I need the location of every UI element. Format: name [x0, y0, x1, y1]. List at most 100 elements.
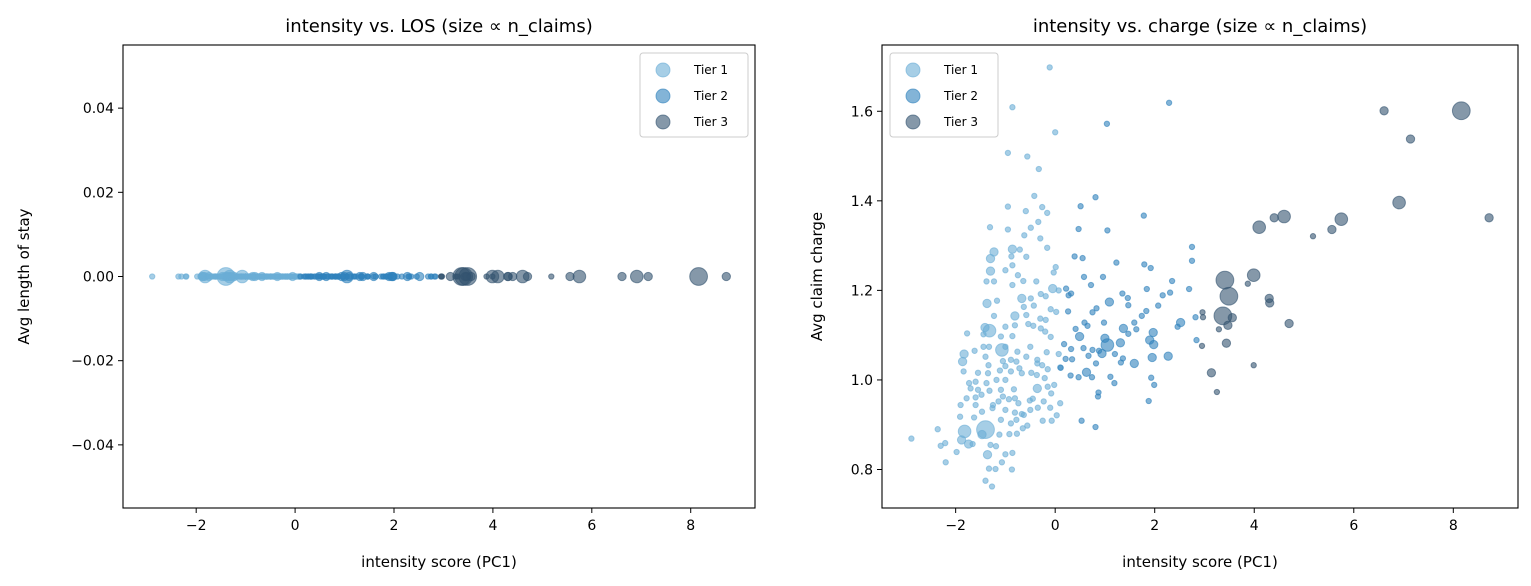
- data-point-tier-2: [1159, 292, 1166, 299]
- data-point-tier-3: [483, 273, 490, 280]
- data-point-tier-2: [1111, 350, 1119, 358]
- chart-title: intensity vs. charge (size ∝ n_claims): [1033, 16, 1367, 37]
- data-point-tier-2: [1062, 355, 1069, 363]
- data-point-tier-1: [1037, 325, 1044, 332]
- data-point-tier-1: [1014, 348, 1021, 355]
- data-point-tier-1: [1007, 420, 1015, 427]
- data-point-tier-1: [1009, 281, 1016, 289]
- data-point-tier-1: [1002, 376, 1009, 384]
- data-point-tier-1: [972, 401, 979, 409]
- data-point-tier-1: [1057, 400, 1064, 407]
- data-point-tier-2: [1141, 261, 1148, 268]
- data-point-tier-3: [1198, 342, 1206, 350]
- data-point-tier-3: [460, 271, 470, 282]
- data-point-tier-1: [1042, 328, 1049, 335]
- data-point-tier-3: [565, 271, 575, 282]
- data-point-tier-1: [1053, 308, 1060, 316]
- data-point-tier-1: [1044, 244, 1051, 251]
- y-tick-label: 0.00: [83, 270, 114, 286]
- x-tick-label: 2: [390, 518, 399, 534]
- data-point-tier-1: [1024, 153, 1031, 160]
- data-point-tier-1: [1018, 370, 1025, 377]
- data-point-tier-3: [1327, 224, 1337, 235]
- data-point-tier-1: [985, 465, 993, 472]
- data-point-tier-2: [297, 273, 304, 280]
- data-point-tier-1: [967, 385, 974, 392]
- data-point-tier-3: [1405, 134, 1416, 144]
- data-point-tier-2: [1138, 312, 1145, 320]
- data-point-tier-3: [572, 269, 587, 284]
- data-point-tier-1: [1021, 232, 1028, 239]
- y-tick-label: 1.4: [851, 194, 873, 210]
- data-point-tier-2: [1067, 372, 1074, 379]
- data-point-tier-1: [942, 439, 949, 447]
- data-point-tier-1: [937, 442, 944, 449]
- data-point-tier-1: [982, 298, 992, 309]
- data-point-tier-2: [357, 273, 364, 280]
- data-point-tier-2: [1151, 381, 1158, 389]
- data-point-tier-3: [1379, 106, 1389, 116]
- data-point-tier-1: [990, 278, 998, 285]
- data-point-tier-3: [1219, 286, 1239, 306]
- data-point-tier-1: [1007, 368, 1015, 375]
- data-point-tier-1: [999, 357, 1007, 365]
- data-point-tier-1: [1053, 412, 1060, 419]
- data-point-tier-2: [1192, 314, 1199, 321]
- x-tick-label: −2: [186, 518, 207, 534]
- data-point-tier-1: [970, 414, 978, 421]
- y-tick-label: 1.6: [851, 104, 873, 120]
- data-point-tier-1: [1017, 293, 1027, 304]
- data-point-tier-2: [1071, 253, 1078, 260]
- data-point-tier-2: [1065, 292, 1072, 299]
- data-point-tier-1: [984, 370, 992, 377]
- data-point-tier-1: [963, 330, 971, 337]
- data-point-tier-1: [1048, 417, 1055, 424]
- data-point-tier-3: [1206, 368, 1217, 378]
- data-point-tier-1: [1051, 381, 1058, 389]
- data-point-tier-1: [1035, 218, 1042, 226]
- data-point-tier-2: [1060, 340, 1068, 348]
- data-point-tier-3: [1334, 212, 1349, 227]
- data-point-tier-1: [1048, 390, 1055, 397]
- data-point-tier-2: [1080, 344, 1087, 352]
- data-point-tier-1: [1026, 397, 1033, 404]
- data-point-tier-1: [1030, 302, 1037, 309]
- data-point-tier-2: [1089, 346, 1096, 354]
- data-point-tier-1: [1055, 350, 1062, 358]
- data-point-tier-3: [1223, 320, 1233, 330]
- data-point-tier-1: [1014, 272, 1022, 279]
- data-point-tier-2: [1107, 373, 1114, 380]
- data-point-tier-1: [1002, 451, 1009, 458]
- data-point-tier-1: [1013, 416, 1020, 423]
- y-tick-label: 0.04: [83, 101, 114, 117]
- data-point-tier-2: [1075, 374, 1082, 381]
- x-tick-label: −2: [945, 518, 966, 534]
- data-point-tier-1: [1016, 365, 1023, 372]
- data-point-tier-1: [209, 273, 217, 280]
- data-point-tier-1: [1027, 343, 1034, 350]
- data-point-tier-1: [1028, 369, 1035, 376]
- x-tick-label: 8: [1449, 518, 1458, 534]
- data-point-tier-2: [1125, 330, 1132, 337]
- data-point-tier-1: [1047, 404, 1054, 411]
- data-point-tier-2: [1129, 358, 1139, 369]
- data-point-tier-2: [1131, 319, 1138, 326]
- data-point-tier-1: [993, 297, 1001, 304]
- data-point-tier-1: [971, 347, 978, 354]
- data-point-tier-1: [956, 435, 967, 445]
- data-point-tier-1: [248, 273, 256, 280]
- data-point-tier-1: [993, 376, 1000, 384]
- data-point-tier-3: [1269, 213, 1279, 223]
- data-point-tier-2: [1147, 352, 1157, 363]
- data-point-tier-1: [986, 387, 993, 394]
- data-point-tier-1: [1004, 226, 1012, 233]
- data-point-tier-2: [1104, 297, 1115, 307]
- data-point-tier-1: [1047, 333, 1054, 341]
- data-point-tier-2: [332, 273, 339, 280]
- data-point-tier-1: [1033, 371, 1040, 379]
- data-point-tier-3: [437, 273, 445, 280]
- data-point-tier-3: [1309, 233, 1317, 240]
- data-point-tier-2: [1080, 273, 1088, 281]
- legend-label: Tier 2: [943, 89, 978, 103]
- data-point-tier-1: [1020, 303, 1027, 311]
